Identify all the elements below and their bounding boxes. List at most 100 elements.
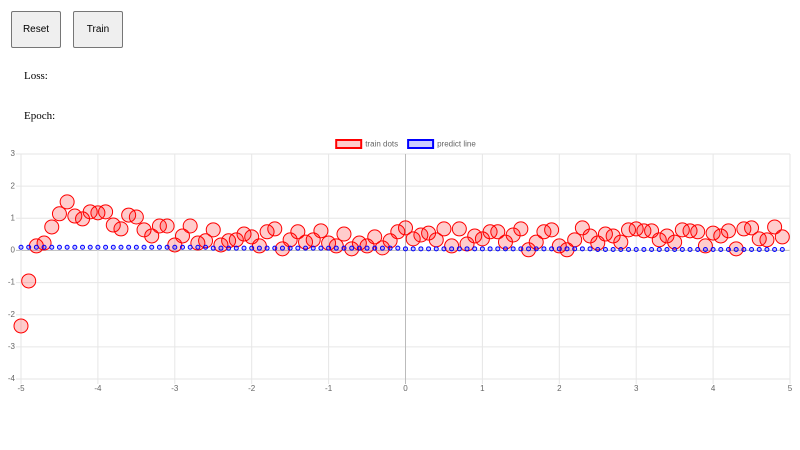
- data-point: [744, 220, 760, 236]
- epoch-label: Epoch:: [24, 110, 56, 122]
- reset-button[interactable]: Reset: [11, 11, 61, 48]
- data-point: [774, 229, 790, 245]
- data-point: [98, 204, 114, 220]
- data-point: [272, 245, 278, 251]
- data-point: [233, 245, 239, 251]
- x-tick-label: -4: [94, 384, 102, 393]
- data-point: [697, 238, 713, 254]
- data-point: [405, 231, 421, 247]
- data-point: [710, 246, 716, 252]
- data-point: [487, 246, 493, 252]
- data-point: [172, 244, 178, 250]
- data-point: [613, 234, 629, 250]
- data-point: [44, 219, 60, 235]
- data-point: [395, 245, 401, 251]
- data-point: [502, 246, 508, 252]
- data-point: [303, 245, 309, 251]
- data-point: [602, 246, 608, 252]
- data-point: [364, 245, 370, 251]
- data-point: [18, 244, 24, 250]
- data-point: [518, 246, 524, 252]
- data-point: [295, 245, 301, 251]
- data-point: [103, 244, 109, 250]
- data-point: [495, 246, 501, 252]
- data-point: [128, 209, 144, 225]
- data-point: [751, 231, 767, 247]
- data-point: [264, 245, 270, 251]
- data-point: [259, 224, 275, 240]
- data-point: [341, 245, 347, 251]
- data-point: [336, 226, 352, 242]
- data-point: [36, 235, 52, 251]
- data-point: [572, 246, 578, 252]
- data-point: [720, 223, 736, 239]
- data-point: [187, 244, 193, 250]
- x-tick-label: 1: [480, 384, 485, 393]
- data-point: [379, 245, 385, 251]
- data-point: [521, 242, 537, 258]
- train-button[interactable]: Train: [73, 11, 123, 48]
- data-point: [610, 246, 616, 252]
- data-point: [205, 222, 221, 238]
- data-point: [159, 218, 175, 234]
- data-point: [326, 245, 332, 251]
- data-point: [574, 220, 590, 236]
- data-point: [687, 246, 693, 252]
- data-point: [605, 228, 621, 244]
- data-point: [690, 224, 706, 240]
- data-point: [444, 238, 460, 254]
- data-point: [90, 205, 106, 221]
- data-point: [241, 245, 247, 251]
- data-point: [110, 244, 116, 250]
- data-point: [179, 244, 185, 250]
- data-point: [659, 228, 675, 244]
- data-point: [749, 246, 755, 252]
- x-tick-label: 3: [634, 384, 639, 393]
- data-point: [236, 226, 252, 242]
- y-tick-label: -1: [8, 278, 16, 287]
- data-point: [467, 228, 483, 244]
- data-point: [587, 246, 593, 252]
- data-point: [733, 246, 739, 252]
- data-point: [372, 245, 378, 251]
- data-point: [113, 221, 129, 237]
- data-point: [387, 245, 393, 251]
- data-point: [51, 206, 67, 222]
- data-point: [64, 244, 70, 250]
- data-point: [59, 194, 75, 210]
- data-point: [398, 220, 413, 236]
- data-point: [182, 218, 198, 234]
- data-point: [41, 244, 47, 250]
- data-point: [464, 246, 470, 252]
- x-tick-label: -1: [325, 384, 333, 393]
- data-point: [728, 241, 744, 257]
- data-point: [772, 246, 778, 252]
- data-point: [451, 221, 467, 237]
- data-point: [667, 234, 683, 250]
- data-point: [13, 318, 29, 334]
- data-point: [195, 244, 201, 250]
- data-point: [674, 222, 690, 238]
- data-point: [367, 229, 383, 245]
- data-point: [136, 222, 152, 238]
- y-tick-label: -3: [8, 342, 16, 351]
- x-tick-label: -3: [171, 384, 179, 393]
- data-point: [164, 244, 170, 250]
- data-point: [618, 246, 624, 252]
- data-point: [356, 245, 362, 251]
- y-tick-label: 1: [11, 213, 16, 222]
- data-point: [21, 273, 37, 289]
- legend-label: train dots: [365, 140, 398, 149]
- data-point: [672, 246, 678, 252]
- data-point: [633, 246, 639, 252]
- legend-swatch: [407, 139, 435, 149]
- data-point: [679, 246, 685, 252]
- data-point: [95, 244, 101, 250]
- data-point: [441, 246, 447, 252]
- data-point: [426, 246, 432, 252]
- data-point: [626, 246, 632, 252]
- data-point: [556, 246, 562, 252]
- data-point: [541, 246, 547, 252]
